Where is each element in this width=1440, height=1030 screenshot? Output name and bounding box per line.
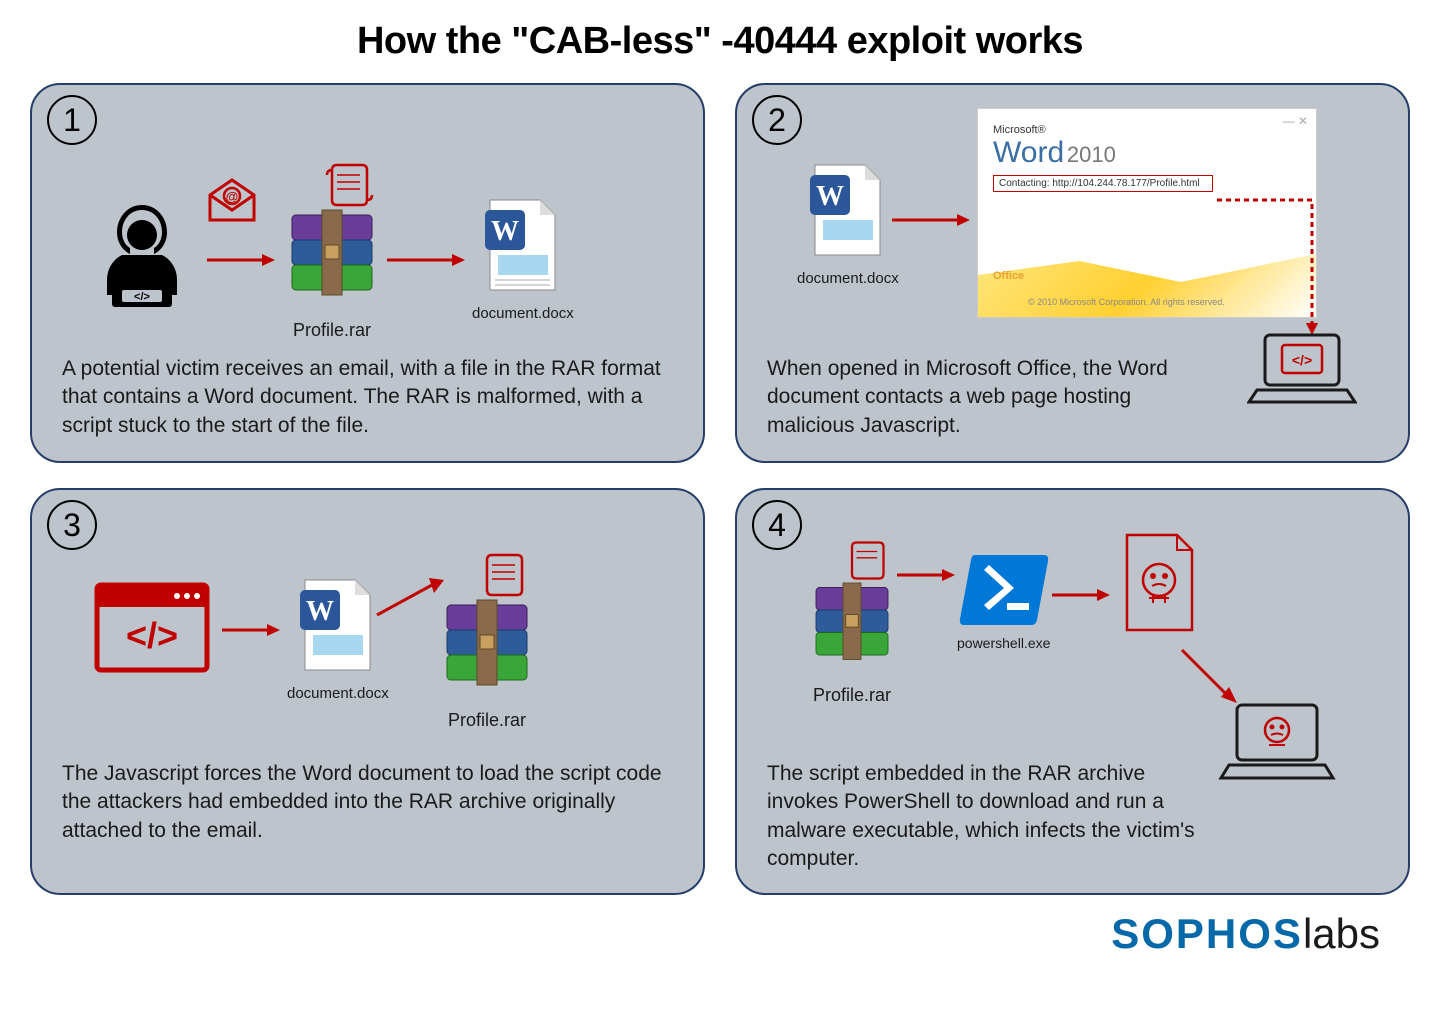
server-laptop-icon: </> [1247, 330, 1357, 410]
dotted-arrow-icon [1207, 195, 1327, 345]
svg-text:W: W [306, 596, 334, 627]
rar-archive-icon: Profile.rar [437, 550, 537, 731]
doc-label: document.docx [287, 685, 389, 702]
panel-step-2: 2 W document.docx — ✕ Mic [735, 83, 1410, 463]
step-description: A potential victim receives an email, wi… [52, 355, 683, 440]
svg-text:</>: </> [134, 291, 150, 303]
rar-label: Profile.rar [813, 685, 891, 706]
year-text: 2010 [1067, 142, 1116, 167]
word-doc-icon: W document.docx [472, 195, 574, 322]
step-number: 3 [47, 500, 97, 550]
svg-text:W: W [816, 181, 844, 212]
panel-step-3: 3 </> W [30, 488, 705, 895]
logo-part1: SOPHOS [1111, 910, 1303, 957]
malware-file-icon [1117, 530, 1202, 640]
infected-laptop-icon [1217, 700, 1337, 790]
panel-step-4: 4 Profile.rar [735, 488, 1410, 895]
copyright-text: © 2010 Microsoft Corporation. All rights… [1028, 297, 1225, 307]
svg-text:</>: </> [126, 615, 178, 656]
rar-archive-icon: Profile.rar [282, 160, 382, 341]
arrow-icon [222, 620, 282, 640]
office-tag: Office [993, 270, 1024, 282]
page-title: How the "CAB-less" -40444 exploit works [20, 20, 1420, 63]
rar-label: Profile.rar [293, 320, 371, 341]
doc-label: document.docx [797, 270, 899, 287]
svg-text:@: @ [226, 189, 239, 204]
panel-step-1: 1 </> @ [30, 83, 705, 463]
product-text: Word [993, 136, 1064, 169]
step-number: 1 [47, 95, 97, 145]
diagram-4: Profile.rar powershell.exe [757, 505, 1388, 745]
ps-label: powershell.exe [957, 635, 1050, 651]
step-description: The Javascript forces the Word document … [52, 760, 683, 845]
diagram-3: </> W document.docx [52, 505, 683, 745]
doc-label: document.docx [472, 305, 574, 322]
email-icon: @ [202, 170, 262, 230]
step-number: 2 [752, 95, 802, 145]
rar-label: Profile.rar [448, 710, 526, 731]
hacker-icon: </> [92, 200, 192, 310]
diagram-1: </> @ [52, 100, 683, 340]
logo-part2: labs [1303, 910, 1380, 957]
powershell-icon: powershell.exe [957, 545, 1050, 651]
steps-grid: 1 </> @ [20, 83, 1420, 895]
arrow-icon [207, 250, 277, 270]
word-doc-icon: W document.docx [797, 160, 899, 287]
arrow-icon [897, 565, 957, 585]
rar-archive-icon: Profile.rar [807, 535, 897, 706]
vendor-text: Microsoft® [993, 124, 1301, 136]
sophos-labs-logo: SOPHOSlabs [20, 910, 1420, 958]
arrow-icon [892, 210, 972, 230]
code-window-icon: </> [92, 580, 212, 680]
arrow-icon [1052, 585, 1112, 605]
diagram-2: W document.docx — ✕ Microsoft® Word 2010… [757, 100, 1388, 340]
arrow-icon [387, 250, 467, 270]
step-number: 4 [752, 500, 802, 550]
svg-text:</>: </> [1292, 352, 1312, 368]
svg-text:W: W [491, 216, 519, 247]
contacting-url: Contacting: http://104.244.78.177/Profil… [993, 175, 1213, 192]
